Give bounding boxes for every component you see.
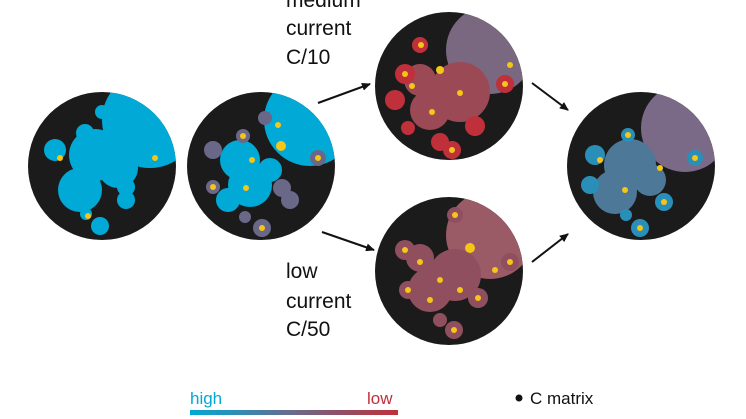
low-label-line2: current [286,290,352,313]
medium-label-line1: medium [286,0,361,12]
arrow-to-medium [317,82,371,104]
particle-initial [28,92,176,240]
legend: high low C matrix [190,389,594,415]
particle-medium-current [375,12,523,160]
dot-icon [515,394,523,402]
arrow-to-low [321,231,375,252]
low-label-line1: low [286,260,318,283]
particle-relaxed [567,92,715,240]
particle-low-current [375,197,523,345]
medium-label-line3: C/10 [286,46,330,69]
legend-gradient-bar [190,410,398,415]
arrow-medium-to-relaxed [531,82,569,111]
legend-c-matrix-label: C matrix [530,389,594,408]
legend-high-label: high [190,389,222,408]
arrow-low-to-relaxed [531,233,569,263]
legend-low-label: low [367,389,393,408]
medium-label-line2: current [286,17,352,40]
low-label-line3: C/50 [286,318,330,341]
